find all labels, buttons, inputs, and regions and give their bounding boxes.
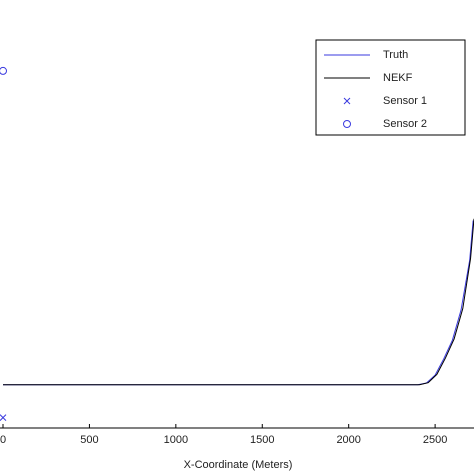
x-tick-label: 2500: [423, 434, 447, 446]
marker: [343, 97, 351, 105]
x-tick-label: 1500: [250, 434, 274, 446]
marker: [0, 414, 7, 421]
legend-label: Sensor 2: [383, 118, 427, 130]
legend-box: [315, 39, 466, 136]
x-tick-label: 0: [0, 434, 6, 446]
x-axis-label: X-Coordinate (Meters): [184, 459, 293, 471]
legend-label: Truth: [383, 49, 408, 61]
series-line: [3, 218, 474, 386]
marker: [343, 120, 351, 128]
x-tick-label: 1000: [164, 434, 188, 446]
legend-label: NEKF: [383, 72, 413, 84]
legend-label: Sensor 1: [383, 95, 427, 107]
x-tick-label: 2000: [336, 434, 360, 446]
marker: [0, 66, 7, 75]
x-tick-label: 500: [80, 434, 98, 446]
